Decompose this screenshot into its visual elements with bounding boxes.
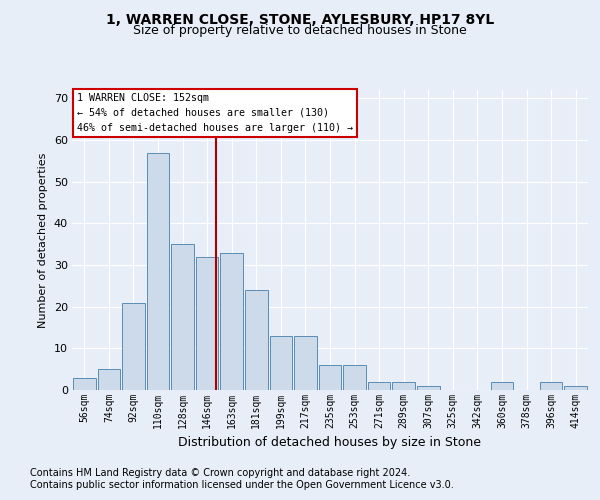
Text: Size of property relative to detached houses in Stone: Size of property relative to detached ho… — [133, 24, 467, 37]
Bar — [269, 336, 292, 390]
Bar — [98, 369, 120, 390]
Text: Contains public sector information licensed under the Open Government Licence v3: Contains public sector information licen… — [30, 480, 454, 490]
Text: Contains HM Land Registry data © Crown copyright and database right 2024.: Contains HM Land Registry data © Crown c… — [30, 468, 410, 477]
Bar — [392, 382, 415, 390]
Bar — [319, 365, 341, 390]
Bar — [417, 386, 440, 390]
Bar — [73, 378, 95, 390]
Bar — [540, 382, 562, 390]
Bar — [294, 336, 317, 390]
Bar — [245, 290, 268, 390]
Text: 1 WARREN CLOSE: 152sqm
← 54% of detached houses are smaller (130)
46% of semi-de: 1 WARREN CLOSE: 152sqm ← 54% of detached… — [77, 93, 353, 132]
Bar — [368, 382, 391, 390]
Bar — [122, 302, 145, 390]
Bar — [171, 244, 194, 390]
Y-axis label: Number of detached properties: Number of detached properties — [38, 152, 48, 328]
X-axis label: Distribution of detached houses by size in Stone: Distribution of detached houses by size … — [179, 436, 482, 450]
Bar — [565, 386, 587, 390]
Bar — [343, 365, 366, 390]
Bar — [220, 252, 243, 390]
Text: 1, WARREN CLOSE, STONE, AYLESBURY, HP17 8YL: 1, WARREN CLOSE, STONE, AYLESBURY, HP17 … — [106, 12, 494, 26]
Bar — [146, 152, 169, 390]
Bar — [491, 382, 514, 390]
Bar — [196, 256, 218, 390]
